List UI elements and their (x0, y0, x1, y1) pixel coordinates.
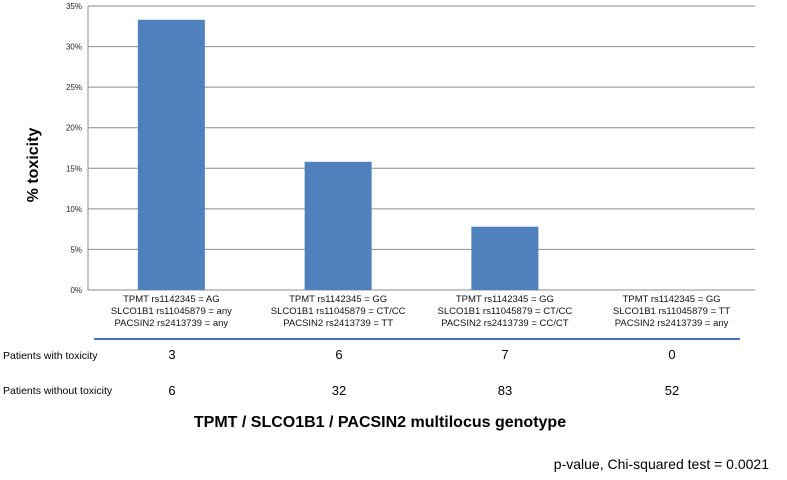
y-tick-label: 25% (66, 83, 82, 92)
row-label-with-toxicity: Patients with toxicity (3, 350, 98, 362)
without-toxicity-cell-1: 6 (168, 383, 176, 398)
with-toxicity-cell-4: 0 (668, 347, 676, 362)
category-label-line: PACSIN2 rs2413739 = TT (283, 318, 393, 329)
y-tick-label: 0% (70, 286, 82, 295)
without-toxicity-cell-2: 32 (331, 383, 347, 398)
without-toxicity-cell-3: 83 (497, 383, 513, 398)
bars (137, 19, 539, 291)
category-label-line: SLCO1B1 rs11045879 = TT (613, 306, 730, 317)
without-toxicity-cell-4: 52 (664, 383, 680, 398)
y-tick-label: 10% (66, 205, 82, 214)
category-label-line: SLCO1B1 rs11045879 = CT/CC (271, 306, 406, 317)
y-tick-label: 5% (70, 245, 82, 254)
p-value-note: p-value, Chi-squared test = 0.0021 (553, 456, 769, 472)
category-label-line: TPMT rs1142345 = GG (456, 294, 554, 305)
category-label-line: SLCO1B1 rs11045879 = any (111, 306, 232, 317)
y-tick-label: 30% (66, 43, 82, 52)
bar (471, 226, 539, 290)
category-label-line: TPMT rs1142345 = GG (623, 294, 721, 305)
y-tick-label: 15% (66, 164, 82, 173)
category-label-line: TPMT rs1142345 = GG (289, 294, 387, 305)
bar-chart: 0% 5% 10% 15% 20% 25% 30% 35% TPMT rs1142345 = … (25, 2, 755, 329)
bar (304, 161, 372, 290)
y-axis-label: % toxicity (25, 128, 42, 203)
category-label-line: PACSIN2 rs2413739 = any (615, 318, 729, 329)
with-toxicity-cell-3: 7 (501, 347, 509, 362)
x-axis-title: TPMT / SLCO1B1 / PACSIN2 multilocus geno… (193, 414, 567, 431)
y-tick-labels: 0% 5% 10% 15% 20% 25% 30% 35% (66, 2, 82, 295)
y-tick-label: 35% (66, 2, 82, 11)
with-toxicity-cell-1: 3 (168, 347, 176, 362)
category-label-line: PACSIN2 rs2413739 = any (115, 318, 229, 329)
y-tick-label: 20% (66, 124, 82, 133)
table-separator (94, 338, 740, 340)
category-label-line: PACSIN2 rs2413739 = CC/CT (441, 318, 569, 329)
category-label-line: SLCO1B1 rs11045879 = CT/CC (438, 306, 573, 317)
with-toxicity-cell-2: 6 (335, 347, 343, 362)
bar (137, 19, 205, 291)
category-label-line: TPMT rs1142345 = AG (123, 294, 220, 305)
row-label-without-toxicity: Patients without toxicity (3, 385, 113, 397)
